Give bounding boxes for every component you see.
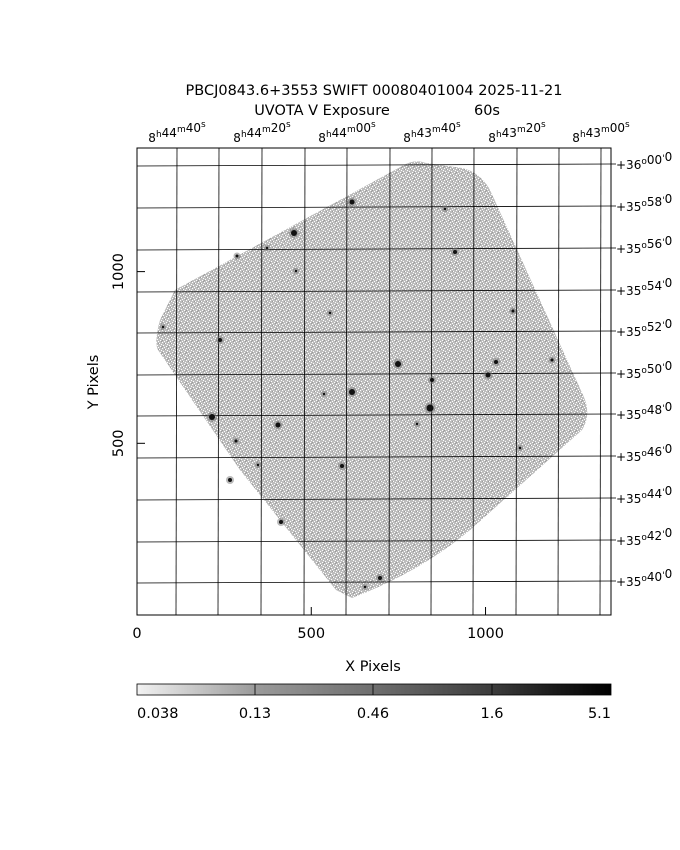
dec-label: +35o54'0 bbox=[616, 276, 672, 298]
dec-label: +35o48'0 bbox=[616, 400, 672, 422]
ra-grid-line bbox=[515, 147, 518, 616]
star bbox=[218, 338, 222, 342]
dec-grid-line bbox=[136, 372, 612, 376]
colorbar-label: 0.46 bbox=[357, 706, 389, 722]
dec-grid-line bbox=[136, 455, 612, 459]
colorbar-labels: 0.038 0.13 0.46 1.6 5.1 bbox=[137, 706, 611, 722]
ra-label: 8h44m40s bbox=[148, 120, 206, 145]
star bbox=[228, 478, 232, 482]
star bbox=[256, 463, 260, 467]
y-tick-label: 1000 bbox=[111, 253, 127, 290]
ra-label: 8h43m20s bbox=[488, 120, 546, 145]
dec-label: +35o52'0 bbox=[616, 317, 672, 339]
star bbox=[550, 358, 554, 362]
star bbox=[279, 520, 283, 524]
dec-grid-line bbox=[136, 163, 612, 167]
star bbox=[328, 311, 332, 315]
star bbox=[453, 250, 457, 254]
ra-grid-line bbox=[388, 147, 391, 616]
ra-grid-line bbox=[472, 147, 475, 616]
star bbox=[265, 246, 269, 250]
star bbox=[430, 378, 434, 382]
dec-grid-line bbox=[136, 205, 612, 209]
ra-label: 8h43m40s bbox=[403, 120, 461, 145]
star bbox=[235, 254, 239, 258]
star bbox=[395, 361, 401, 367]
plot-frame bbox=[136, 147, 612, 616]
star bbox=[209, 414, 215, 420]
figure-title: PBCJ0843.6+3553 SWIFT 00080401004 2025-1… bbox=[186, 83, 563, 99]
ra-grid-line bbox=[303, 147, 306, 616]
star bbox=[349, 389, 355, 395]
star bbox=[443, 207, 447, 211]
colorbar bbox=[136, 683, 612, 696]
colorbar-ticks bbox=[254, 684, 493, 695]
star bbox=[161, 325, 165, 329]
ra-label: 8h44m20s bbox=[233, 120, 291, 145]
star bbox=[234, 439, 238, 443]
ra-axis-labels: 8h44m40s 8h44m20s 8h44m00s 8h43m40s 8h43m20s… bbox=[148, 120, 630, 145]
y-tick-label: 500 bbox=[111, 429, 127, 457]
dec-label: +35o58'0 bbox=[616, 192, 672, 214]
dec-grid-line bbox=[136, 330, 612, 334]
coordinate-grid bbox=[136, 147, 616, 616]
exposure-footprint bbox=[156, 161, 588, 598]
dec-label: +36o00'0 bbox=[616, 150, 672, 172]
dec-grid-line bbox=[136, 497, 612, 501]
ra-grid-line bbox=[345, 147, 348, 616]
dec-label: +35o46'0 bbox=[616, 442, 672, 464]
dec-label: +35o44'0 bbox=[616, 484, 672, 506]
dec-grid-line bbox=[136, 539, 612, 543]
x-tick-label: 500 bbox=[297, 626, 325, 642]
star bbox=[340, 464, 344, 468]
star bbox=[275, 422, 281, 428]
star bbox=[349, 199, 355, 205]
y-axis-label: Y Pixels bbox=[86, 355, 102, 411]
star bbox=[494, 360, 498, 364]
ra-grid-line bbox=[175, 147, 178, 616]
dec-label: +35o50'0 bbox=[616, 359, 672, 381]
colorbar-label: 0.13 bbox=[239, 706, 271, 722]
star bbox=[511, 309, 515, 313]
figure-subtitle-filter: UVOTA V Exposure bbox=[254, 103, 390, 119]
dec-label: +35o56'0 bbox=[616, 234, 672, 256]
star bbox=[518, 446, 522, 450]
star bbox=[322, 392, 326, 396]
y-axis-ticks: 500 1000 bbox=[111, 253, 145, 457]
star bbox=[291, 230, 297, 236]
dec-label: +35o42'0 bbox=[616, 526, 672, 548]
star bbox=[426, 404, 434, 412]
x-tick-label: 1000 bbox=[467, 626, 504, 642]
ra-label: 8h43m00s bbox=[572, 120, 630, 145]
star bbox=[294, 269, 298, 273]
x-tick-label: 0 bbox=[132, 626, 141, 642]
dec-label: +35o40'0 bbox=[616, 567, 672, 589]
x-axis-label: X Pixels bbox=[345, 659, 401, 675]
dec-axis-labels: +36o00'0 +35o58'0 +35o56'0 +35o54'0 +35o52'0… bbox=[616, 150, 672, 589]
point-sources bbox=[159, 197, 556, 591]
colorbar-label: 0.038 bbox=[137, 706, 179, 722]
star bbox=[415, 422, 419, 426]
ra-label: 8h44m00s bbox=[318, 120, 376, 145]
colorbar-label: 5.1 bbox=[588, 706, 611, 722]
dec-grid-line bbox=[136, 580, 612, 584]
ra-grid-line bbox=[217, 147, 220, 616]
star bbox=[363, 585, 367, 589]
star bbox=[378, 576, 382, 580]
ra-grid-line bbox=[260, 147, 263, 616]
figure-subtitle-time: 60s bbox=[474, 103, 500, 119]
x-axis-ticks: 0 500 1000 bbox=[132, 607, 504, 642]
colorbar-label: 1.6 bbox=[480, 706, 503, 722]
ra-grid-line bbox=[557, 147, 560, 616]
dec-grid-line bbox=[136, 289, 612, 293]
ra-grid-line bbox=[599, 147, 602, 616]
dec-grid-line bbox=[136, 247, 612, 251]
star bbox=[485, 372, 491, 378]
